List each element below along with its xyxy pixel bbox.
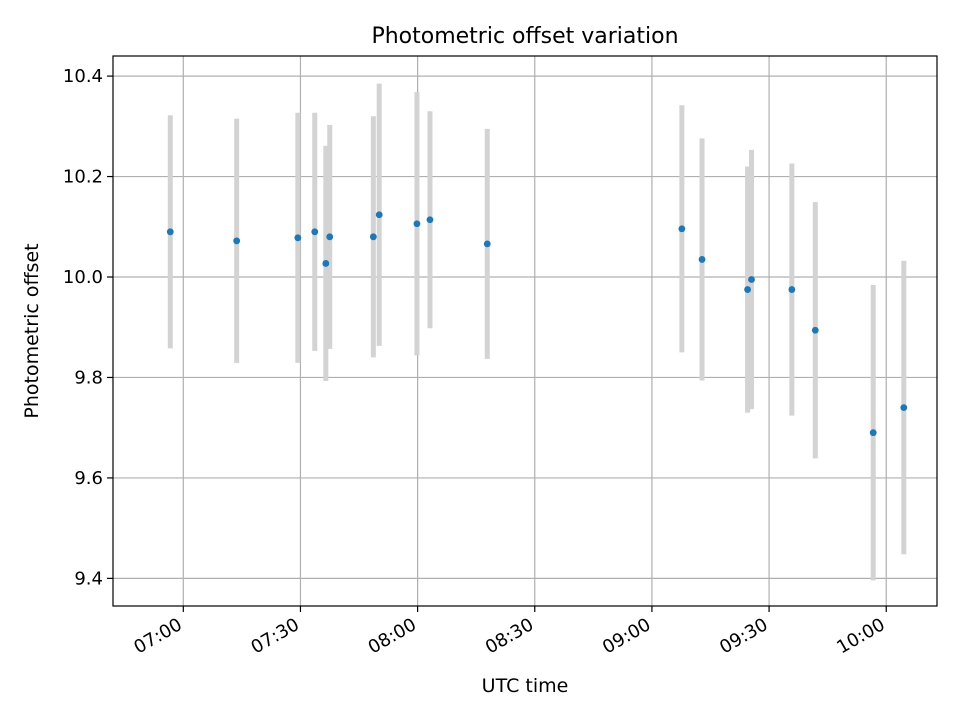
data-point [744,286,751,293]
data-point [811,326,819,334]
y-tick-label: 10.4 [63,66,103,87]
data-point [413,220,421,228]
data-point [166,228,174,236]
data-points [166,211,908,437]
data-point [326,233,334,241]
chart-title: Photometric offset variation [371,24,678,49]
x-axis-label: UTC time [482,675,569,697]
data-point [426,216,434,224]
data-point [369,233,377,241]
y-grid-lines [113,75,937,579]
y-tick-label: 10.2 [63,167,103,188]
y-tick-label: 10.0 [63,267,103,288]
data-point [698,256,706,263]
y-axis-label: Photometric offset [21,243,43,418]
data-point [375,211,383,219]
data-point [483,240,491,248]
data-point [233,237,241,245]
data-point [900,404,908,411]
data-point [322,260,330,267]
plot-frame [112,55,938,607]
data-point [311,228,319,236]
data-point [869,429,877,437]
plot-area [113,56,937,606]
y-axis-ticks: 9.4 9.6 9.8 10.0 10.2 10.4 [63,66,113,589]
data-point [678,225,686,233]
data-point [748,276,755,283]
y-tick-label: 9.6 [74,468,103,489]
data-point [788,286,796,293]
data-point [294,234,302,242]
y-tick-label: 9.8 [74,367,103,388]
y-tick-label: 9.4 [74,568,103,589]
